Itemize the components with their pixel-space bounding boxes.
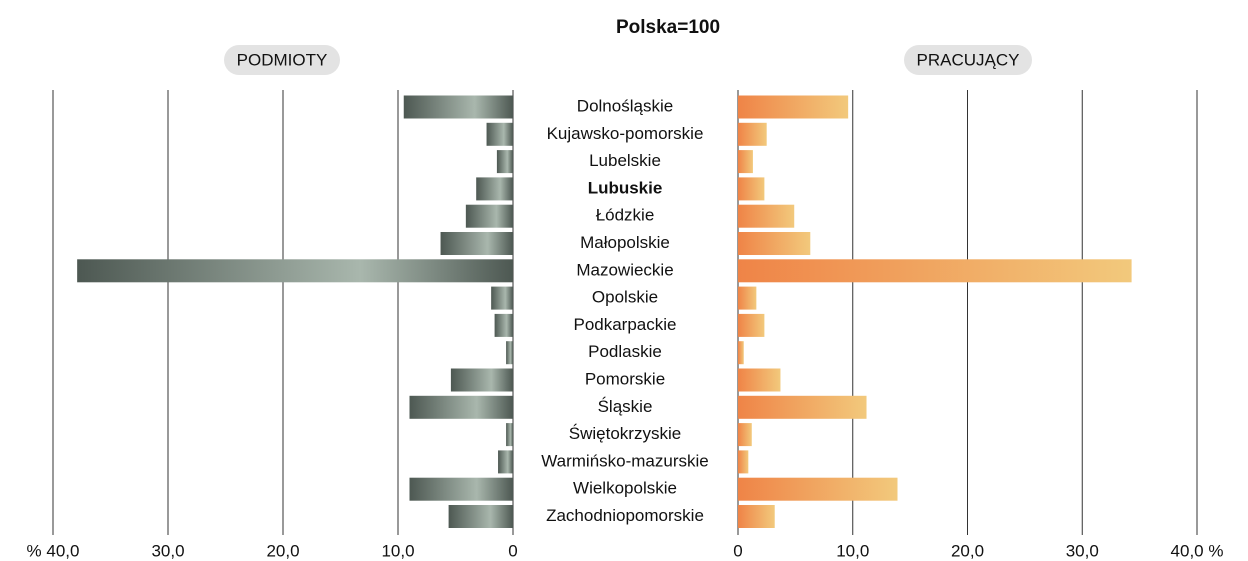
bar bbox=[738, 368, 781, 392]
bar bbox=[496, 150, 513, 174]
category-label: Pomorskie bbox=[585, 369, 665, 388]
chart-title: Polska=100 bbox=[616, 17, 720, 38]
legend-label: PRACUJĄCY bbox=[917, 50, 1020, 69]
bar bbox=[738, 423, 752, 447]
bar bbox=[494, 313, 513, 337]
bar bbox=[738, 395, 867, 419]
bar bbox=[409, 477, 513, 501]
bar bbox=[476, 177, 513, 201]
bar bbox=[738, 204, 795, 228]
legend-label: PODMIOTY bbox=[237, 50, 328, 69]
category-label: Podkarpackie bbox=[573, 315, 676, 334]
bar bbox=[440, 232, 513, 255]
bar bbox=[409, 395, 513, 419]
bar bbox=[738, 95, 849, 119]
category-label: Świętokrzyskie bbox=[569, 424, 681, 443]
bar bbox=[738, 259, 1132, 283]
bar bbox=[450, 368, 513, 392]
bar bbox=[738, 477, 898, 501]
category-label: Śląskie bbox=[598, 397, 653, 416]
x-tick-label: 30,0 bbox=[151, 541, 184, 560]
panel-label-bg bbox=[224, 45, 340, 75]
bar bbox=[403, 95, 513, 119]
x-tick-label: 40,0 % bbox=[1171, 541, 1224, 560]
category-label: Lubelskie bbox=[589, 151, 661, 170]
category-label: Warmińsko-mazurskie bbox=[541, 451, 709, 470]
bar bbox=[738, 232, 811, 255]
category-label: Dolnośląskie bbox=[577, 96, 673, 115]
x-tick-label: 10,0 bbox=[381, 541, 414, 560]
x-tick-label: 0 bbox=[508, 541, 517, 560]
bar bbox=[738, 122, 767, 146]
bar bbox=[738, 286, 757, 310]
category-label: Lubuskie bbox=[588, 178, 663, 197]
bar bbox=[738, 177, 765, 201]
panel-label-bg bbox=[904, 45, 1032, 75]
category-label: Mazowieckie bbox=[576, 260, 673, 279]
x-tick-label: 10,0 bbox=[836, 541, 869, 560]
bar bbox=[506, 341, 513, 365]
category-label: Podlaskie bbox=[588, 342, 662, 361]
x-tick-label: 0 bbox=[733, 541, 742, 560]
category-label: Opolskie bbox=[592, 288, 658, 307]
bar bbox=[448, 505, 513, 528]
x-tick-label: 30,0 bbox=[1066, 541, 1099, 560]
bar bbox=[465, 204, 513, 228]
category-label: Wielkopolskie bbox=[573, 479, 677, 498]
bar bbox=[738, 450, 749, 474]
x-tick-label: 20,0 bbox=[951, 541, 984, 560]
bar bbox=[738, 341, 744, 365]
x-tick-label: % 40,0 bbox=[27, 541, 80, 560]
category-label: Kujawsko-pomorskie bbox=[547, 124, 704, 143]
bar bbox=[77, 259, 514, 283]
bar bbox=[506, 423, 513, 447]
category-label: Łódzkie bbox=[596, 206, 655, 225]
bar bbox=[486, 122, 513, 146]
bar bbox=[498, 450, 513, 474]
bar bbox=[491, 286, 513, 310]
x-tick-label: 20,0 bbox=[266, 541, 299, 560]
category-label: Małopolskie bbox=[580, 233, 670, 252]
bar bbox=[738, 505, 775, 528]
bar bbox=[738, 313, 765, 337]
category-label: Zachodniopomorskie bbox=[546, 506, 704, 525]
bar bbox=[738, 150, 753, 174]
